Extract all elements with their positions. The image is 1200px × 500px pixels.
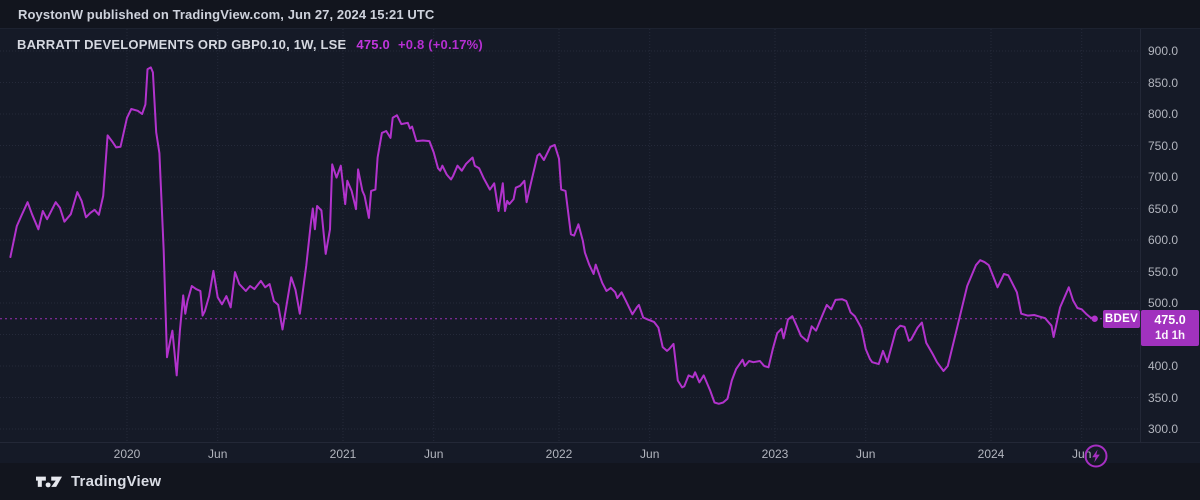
y-axis-label: 500.0 — [1148, 296, 1179, 310]
x-axis-label: 2020 — [113, 447, 141, 461]
y-axis-label: 850.0 — [1148, 75, 1179, 90]
y-axis-label: 700.0 — [1148, 170, 1179, 184]
y-axis-label: 350.0 — [1148, 390, 1179, 405]
x-axis-label: Jun — [640, 447, 660, 461]
y-axis-label: 300.0 — [1148, 422, 1179, 436]
y-axis-label: 650.0 — [1148, 201, 1179, 216]
tradingview-logo-icon — [36, 476, 62, 487]
price-chart[interactable] — [0, 29, 1200, 464]
x-axis-label: 2024 — [977, 447, 1005, 461]
x-axis-label: Jun — [856, 447, 876, 461]
last-price: 475.0 — [356, 37, 390, 52]
ticker-badge: BDEV — [1103, 309, 1140, 328]
price-change: +0.8 (+0.17%) — [397, 37, 483, 52]
y-axis-label: 400.0 — [1148, 359, 1179, 373]
time-axis[interactable]: 2020 Jun 2021 Jun 2022 Jun 2023 Jun 2024 Jun — [0, 442, 1200, 464]
current-price-label: 475.0 1d 1h — [1141, 309, 1199, 346]
x-axis-label: 2021 — [329, 447, 357, 461]
y-axis-label: 750.0 — [1148, 138, 1179, 153]
y-axis-label: 550.0 — [1148, 264, 1179, 279]
chart-legend: BARRATT DEVELOPMENTS ORD GBP0.10, 1W, LS… — [17, 37, 483, 52]
series-line — [9, 66, 1096, 405]
attribution-bar: RoystonW published on TradingView.com, J… — [0, 0, 1200, 28]
price-axis[interactable]: 900.0 850.0 800.0 750.0 700.0 650.0 600.0 550.0… — [1140, 29, 1200, 442]
x-axis-label: 2022 — [545, 447, 573, 461]
bar-countdown: 1d 1h — [1154, 329, 1186, 342]
last-point-marker — [1091, 315, 1098, 322]
y-axis-label: 800.0 — [1148, 107, 1179, 121]
current-price-value: 475.0 — [1154, 312, 1186, 327]
lightning-icon[interactable] — [1083, 443, 1109, 469]
y-axis-label: 900.0 — [1148, 44, 1179, 58]
x-axis-label: Jun — [424, 447, 444, 461]
symbol-title: BARRATT DEVELOPMENTS ORD GBP0.10, 1W, LS… — [17, 37, 347, 52]
y-axis-label: 600.0 — [1148, 233, 1179, 247]
attribution-text: RoystonW published on TradingView.com, J… — [18, 6, 435, 22]
x-axis-label: 2023 — [761, 447, 789, 461]
tradingview-footer[interactable]: TradingView — [0, 463, 1200, 500]
x-axis-label: Jun — [208, 447, 228, 461]
tradingview-wordmark: TradingView — [71, 473, 162, 490]
chart-area[interactable]: BARRATT DEVELOPMENTS ORD GBP0.10, 1W, LS… — [0, 28, 1200, 468]
